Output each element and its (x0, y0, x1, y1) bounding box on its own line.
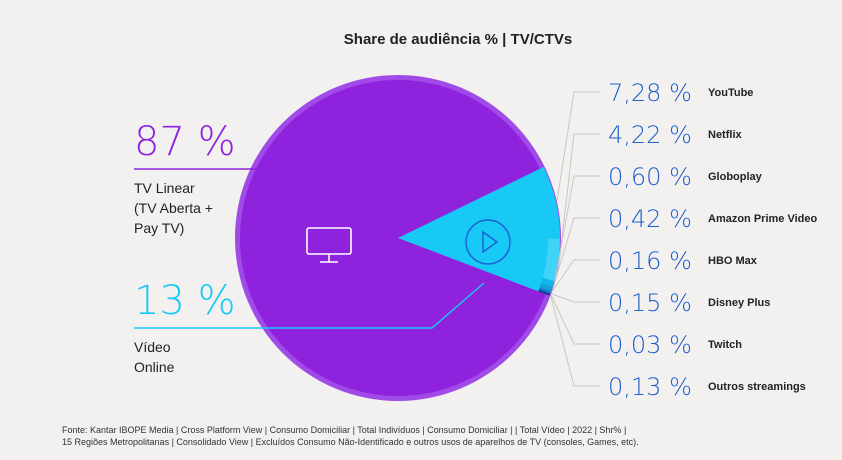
stream-name-outros-streamings: Outros streamings (708, 381, 806, 393)
stream-band-twitch (538, 289, 551, 295)
leader-line-globoplay (553, 175, 600, 285)
stream-name-netflix: Netflix (708, 129, 743, 141)
stream-percent-youtube: 7,28 % (608, 79, 692, 107)
play-icon (465, 219, 511, 265)
tv-linear-label-line1: TV Linear (134, 180, 195, 196)
stream-band-outros-streamings (538, 290, 550, 296)
stream-percent-netflix: 4,22 % (608, 121, 692, 149)
stream-band-globoplay (540, 277, 555, 287)
stream-name-twitch: Twitch (708, 339, 742, 351)
video-online-label-line2: Online (134, 359, 175, 375)
stream-name-globoplay: Globoplay (708, 171, 763, 183)
leader-lines (550, 91, 600, 387)
stream-percent-hbo-max: 0,16 % (608, 247, 692, 275)
source-line1: Fonte: Kantar IBOPE Media | Cross Platfo… (62, 425, 626, 435)
stream-percent-disney-plus: 0,15 % (608, 289, 692, 317)
stream-name-hbo-max: HBO Max (708, 255, 758, 267)
pie-slice-video-online (398, 167, 558, 295)
streaming-legend: 7,28 % YouTube 4,22 % Netflix 0,60 % Globopla… (608, 79, 817, 401)
leader-line-amazon-prime-video (552, 217, 600, 290)
stream-percent-outros-streamings: 0,13 % (608, 373, 692, 401)
chart-title: Share de audiência % | TV/CTVs (344, 31, 572, 48)
leader-line-youtube (556, 91, 600, 202)
video-online-label-line1: Vídeo (134, 339, 171, 355)
stream-band-netflix (542, 238, 560, 282)
leader-line-twitch (550, 294, 600, 345)
video-online-percent: 13 % (134, 278, 236, 324)
stream-band-disney-plus (538, 288, 551, 295)
pie-slice-tv-linear (239, 79, 546, 396)
stream-name-amazon-prime-video: Amazon Prime Video (708, 213, 817, 225)
source-line2: 15 Regiões Metropolitanas | Consolidado … (62, 437, 639, 447)
leader-line-disney-plus (551, 293, 600, 303)
tv-linear-label-line3: Pay TV) (134, 220, 184, 236)
stream-percent-twitch: 0,03 % (608, 331, 692, 359)
video-online-connector (134, 282, 485, 329)
stream-band-hbo-max (539, 287, 552, 293)
stream-name-youtube: YouTube (708, 87, 753, 99)
stream-band-amazon-prime-video (539, 283, 553, 292)
stream-percent-amazon-prime-video: 0,42 % (608, 205, 692, 233)
stream-name-disney-plus: Disney Plus (708, 297, 770, 309)
tv-icon (306, 227, 352, 263)
leader-line-netflix (558, 133, 600, 261)
tv-linear-percent: 87 % (134, 119, 236, 165)
pie (235, 75, 561, 401)
leader-line-hbo-max (551, 259, 600, 293)
stream-band-youtube (532, 166, 560, 239)
stream-percent-globoplay: 0,60 % (608, 163, 692, 191)
tv-linear-label-line2: (TV Aberta + (134, 200, 213, 216)
leader-line-outros-streamings (550, 295, 600, 387)
